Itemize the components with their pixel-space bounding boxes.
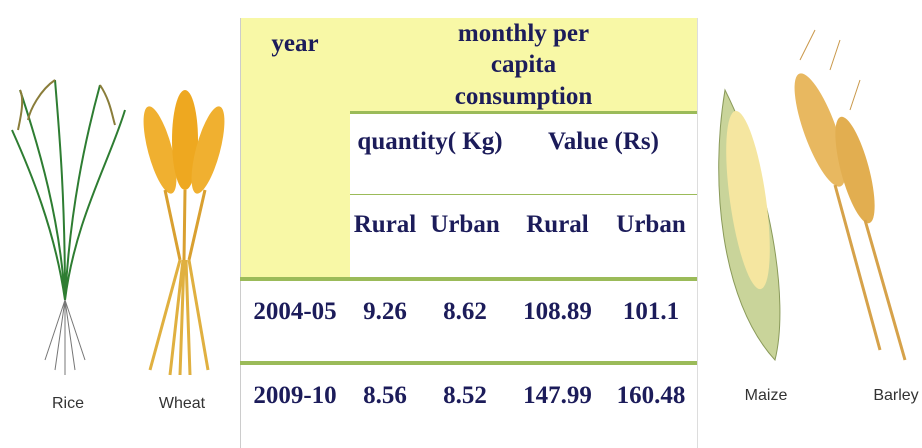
value-cell: 8.62 xyxy=(420,281,510,343)
border xyxy=(350,111,697,114)
column-header: Urban xyxy=(605,195,697,255)
rice-illustration xyxy=(12,80,125,375)
border xyxy=(350,194,697,195)
wheat-illustration xyxy=(137,90,231,375)
group-header: monthly per capita consumption xyxy=(350,18,697,112)
subgroup-header: quantity( Kg) xyxy=(350,112,510,172)
year-header: year xyxy=(240,18,350,278)
year-cell: 2004-05 xyxy=(240,281,350,343)
image-label: Rice xyxy=(52,395,84,412)
column-header: Rural xyxy=(350,195,420,255)
value-cell: 101.1 xyxy=(605,281,697,343)
image-label: Barley xyxy=(873,387,918,404)
value-cell: 147.99 xyxy=(510,365,605,427)
maize-illustration xyxy=(718,90,780,360)
value-cell: 108.89 xyxy=(510,281,605,343)
barley-illustration xyxy=(784,30,905,360)
value-cell: 8.52 xyxy=(420,365,510,427)
value-cell: 160.48 xyxy=(605,365,697,427)
image-label: Wheat xyxy=(159,395,206,412)
value-cell: 8.56 xyxy=(350,365,420,427)
value-cell: 9.26 xyxy=(350,281,420,343)
column-header: Rural xyxy=(510,195,605,255)
border xyxy=(697,18,698,448)
border xyxy=(240,18,241,448)
subgroup-header: Value (Rs) xyxy=(510,112,697,172)
border xyxy=(240,277,697,281)
image-label: Maize xyxy=(745,387,788,404)
border xyxy=(240,361,697,365)
column-header: Urban xyxy=(420,195,510,255)
year-cell: 2009-10 xyxy=(240,365,350,427)
page: Rice Wheat Maize Barley year monthly per… xyxy=(0,0,922,448)
